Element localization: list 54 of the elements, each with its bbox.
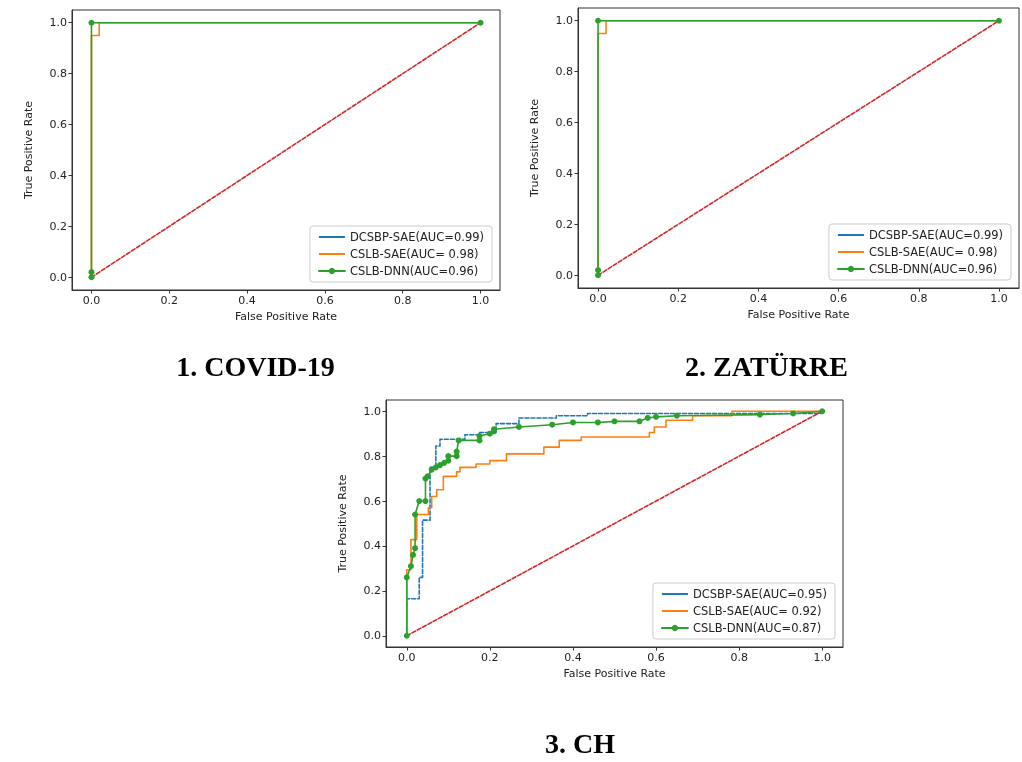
x-tick-label: 0.0 bbox=[82, 294, 101, 307]
x-tick-label: 0.2 bbox=[160, 294, 179, 307]
legend-label: CSLB-DNN(AUC=0.96) bbox=[349, 264, 479, 278]
x-tick-label: 0.6 bbox=[647, 651, 665, 664]
legend-label: DCSBP-SAE(AUC=0.99) bbox=[868, 228, 1004, 242]
x-axis-title: False Positive Rate bbox=[747, 307, 850, 321]
x-axis-title: False Positive Rate bbox=[234, 309, 338, 323]
y-tick-label: 0.0 bbox=[555, 268, 573, 282]
x-tick-label: 0.4 bbox=[749, 292, 768, 305]
x-axis-title: False Positive Rate bbox=[563, 666, 666, 680]
y-tick-label: 0.2 bbox=[555, 217, 573, 231]
y-tick-label: 0.0 bbox=[363, 629, 381, 643]
x-tick-label: 1.0 bbox=[990, 292, 1008, 305]
x-tick-label: 0.0 bbox=[589, 292, 607, 305]
y-tick-label: 1.0 bbox=[49, 16, 67, 30]
y-tick-label: 0.6 bbox=[555, 116, 573, 130]
y-axis-title: True Positive Rate bbox=[528, 98, 541, 198]
y-tick-label: 0.2 bbox=[363, 584, 381, 598]
legend-label: DCSBP-SAE(AUC=0.95) bbox=[692, 587, 828, 601]
y-tick-label: 0.4 bbox=[555, 166, 573, 180]
y-tick-label: 1.0 bbox=[555, 14, 573, 28]
x-tick-label: 0.6 bbox=[316, 294, 334, 307]
y-axis-title: True Positive Rate bbox=[336, 474, 349, 574]
x-tick-label: 0.6 bbox=[829, 292, 848, 305]
x-tick-label: 0.4 bbox=[238, 294, 256, 307]
legend-label: CSLB-SAE(AUC= 0.98) bbox=[868, 245, 998, 259]
y-tick-label: 0.4 bbox=[49, 168, 67, 182]
text: 2. ZATÜRRE bbox=[685, 350, 848, 382]
y-tick-label: 0.0 bbox=[49, 270, 67, 284]
x-tick-label: 0.8 bbox=[393, 294, 412, 307]
x-tick-label: 1.0 bbox=[471, 294, 490, 307]
x-tick-label: 0.2 bbox=[481, 651, 499, 664]
legend-label: CSLB-DNN(AUC=0.96) bbox=[868, 262, 998, 276]
x-tick-label: 0.8 bbox=[910, 292, 928, 305]
x-tick-label: 0.4 bbox=[564, 651, 582, 664]
x-tick-label: 0.8 bbox=[730, 651, 748, 664]
y-tick-label: 0.4 bbox=[363, 539, 381, 553]
y-tick-label: 1.0 bbox=[363, 404, 381, 418]
x-tick-label: 0.0 bbox=[398, 651, 416, 664]
legend-label: DCSBP-SAE(AUC=0.99) bbox=[349, 230, 485, 244]
y-axis-title: True Positive Rate bbox=[22, 100, 35, 200]
legend-label: CSLB-SAE(AUC= 0.98) bbox=[349, 247, 479, 261]
x-tick-label: 0.2 bbox=[669, 292, 687, 305]
y-tick-label: 0.8 bbox=[555, 65, 573, 79]
x-tick-label: 1.0 bbox=[813, 651, 831, 664]
y-tick-label: 0.2 bbox=[49, 219, 67, 233]
y-tick-label: 0.6 bbox=[49, 118, 67, 132]
y-tick-label: 0.8 bbox=[363, 449, 381, 463]
text: 1. COVID-19 bbox=[176, 350, 335, 382]
y-tick-label: 0.6 bbox=[363, 494, 381, 508]
text: 3. CH bbox=[545, 727, 616, 759]
y-tick-label: 0.8 bbox=[49, 67, 67, 81]
legend-label: CSLB-SAE(AUC= 0.92) bbox=[692, 604, 822, 618]
legend-label: CSLB-DNN(AUC=0.87) bbox=[692, 621, 822, 635]
